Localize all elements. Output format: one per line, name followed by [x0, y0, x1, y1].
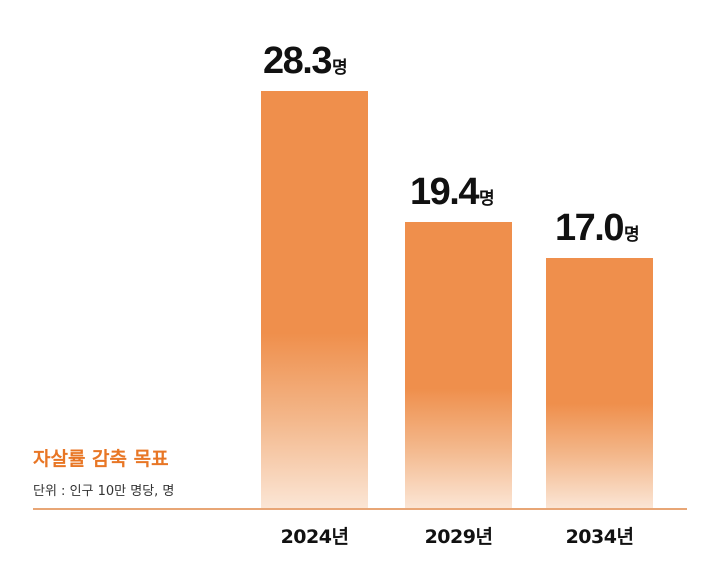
x-label-2024: 2024년: [280, 526, 349, 548]
bar-2029: [405, 222, 512, 509]
bar-2034: [546, 258, 653, 509]
value-label-2024: 28.3명: [263, 40, 348, 82]
x-label-2034: 2034년: [565, 526, 634, 548]
x-label-2029: 2029년: [424, 526, 493, 548]
value-label-2034: 17.0명: [555, 207, 640, 249]
x-axis-baseline: [33, 508, 687, 510]
unit-note: 단위 : 인구 10만 명당, 명: [33, 484, 175, 499]
chart-title: 자살률 감축 목표: [33, 448, 169, 470]
value-label-2029: 19.4명: [410, 171, 495, 213]
bar-2024: [261, 91, 368, 509]
